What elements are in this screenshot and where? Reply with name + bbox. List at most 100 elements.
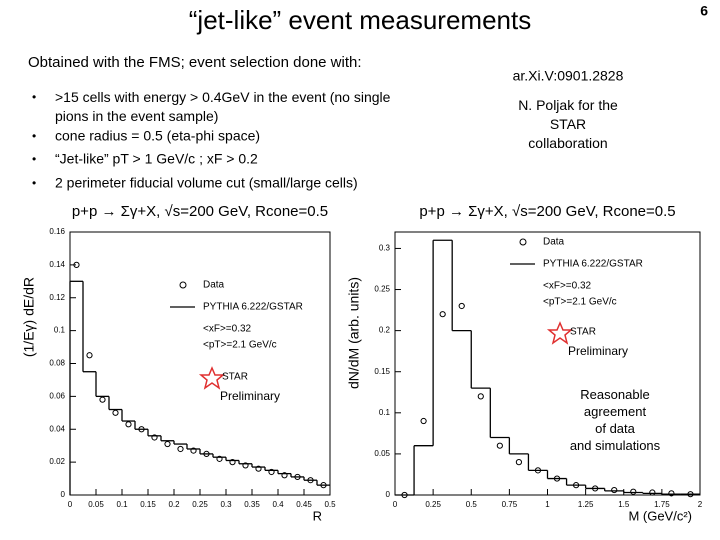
legend-swatch (179, 281, 187, 289)
x-axis-label: M (GeV/c²) (628, 508, 692, 523)
x-tick-label: 1.75 (654, 500, 670, 509)
data-point (496, 442, 503, 449)
chart-title: p+p → Σγ+X, √s=200 GeV, Rcone=0.5 (419, 203, 675, 220)
data-point (281, 472, 288, 479)
data-point (458, 302, 465, 310)
chart-title: p+p → Σγ+X, √s=200 GeV, Rcone=0.5 (72, 203, 328, 220)
x-tick-label: 1.25 (578, 500, 594, 509)
y-axis-label: (1/Eγ) dE/dR (21, 277, 37, 357)
y-tick-label: 0.02 (49, 457, 65, 466)
bullet-dot: • (32, 152, 36, 166)
plot-frame (394, 231, 701, 496)
y-tick-label: 0.25 (374, 285, 390, 294)
y-tick-label: 0.1 (54, 326, 66, 335)
bullet: 2 perimeter fiducial volume cut (small/l… (55, 175, 358, 191)
legend-note: <pT>=2.1 GeV/c (543, 297, 617, 308)
y-tick-label: 0.2 (379, 326, 391, 335)
x-tick-label: 0.05 (88, 500, 104, 509)
legend-label: PYTHIA 6.222/GSTAR (203, 302, 303, 313)
x-tick-label: 0.5 (324, 500, 336, 509)
stamp-preliminary: Preliminary (220, 389, 280, 403)
plot-frame (69, 231, 331, 496)
x-axis-label: R (313, 508, 322, 523)
data-point (630, 488, 637, 495)
y-tick-label: 0.08 (49, 359, 65, 368)
data-point (177, 445, 184, 453)
data-point (255, 465, 262, 472)
data-point (515, 459, 523, 466)
note: Reasonable agreement of data and simulation… (570, 387, 661, 453)
bullet: “Jet-like” pT > 1 GeV/c ; xF > 0.2 (55, 151, 258, 167)
page-number: 6 (700, 3, 708, 19)
bullet-dot: • (32, 90, 36, 104)
star-icon (198, 366, 226, 390)
y-tick-label: 0 (386, 490, 391, 499)
x-tick-label: 0.5 (466, 500, 478, 509)
legend-note: <xF>=0.32 (203, 324, 252, 335)
data-point (242, 462, 249, 469)
x-tick-label: 0 (393, 500, 398, 509)
x-tick-label: 0.25 (425, 500, 441, 509)
y-tick-label: 0.3 (379, 244, 391, 253)
legend-swatch (519, 238, 527, 246)
y-tick-label: 0.04 (49, 424, 65, 433)
legend-note: <pT>=2.1 GeV/c (203, 340, 277, 351)
data-point (99, 396, 106, 403)
x-tick-label: 0.3 (220, 500, 232, 509)
star-icon (546, 321, 574, 345)
y-tick-label: 0 (61, 490, 66, 499)
x-tick-label: 0.15 (140, 500, 156, 509)
author: N. Poljak for the STAR collaboration (518, 97, 618, 151)
data-point (649, 489, 656, 496)
data-point (216, 455, 223, 462)
x-tick-label: 1 (545, 500, 550, 509)
x-tick-label: 0.1 (116, 500, 128, 509)
bullet: cone radius = 0.5 (eta-phi space) (55, 128, 260, 144)
data-point (112, 409, 119, 416)
y-tick-label: 0.15 (374, 367, 390, 376)
data-point (125, 421, 132, 428)
stamp-preliminary: Preliminary (568, 344, 628, 358)
stamp-star: STAR (222, 372, 248, 383)
y-tick-label: 0.06 (49, 391, 65, 400)
slide-title: “jet-like” event measurements (189, 5, 531, 35)
data-point (190, 447, 197, 454)
x-tick-label: 1.5 (618, 500, 630, 509)
data-point (477, 393, 484, 400)
data-point (420, 417, 427, 425)
reference: ar.Xi.V:0901.2828 (513, 68, 624, 84)
data-point (151, 434, 158, 441)
data-point (439, 311, 446, 318)
bullet: >15 cells with energy > 0.4GeV in the ev… (55, 89, 394, 124)
bullet-dot: • (32, 176, 36, 190)
x-tick-label: 0 (68, 500, 73, 509)
x-tick-label: 0.2 (168, 500, 180, 509)
legend-label: PYTHIA 6.222/GSTAR (543, 259, 643, 270)
bullet-dot: • (32, 129, 36, 143)
y-tick-label: 0.14 (49, 260, 65, 269)
x-tick-label: 0.25 (192, 500, 208, 509)
y-tick-label: 0.1 (379, 408, 391, 417)
x-tick-label: 0.75 (502, 500, 518, 509)
data-point (668, 490, 675, 497)
x-tick-label: 0.45 (296, 500, 312, 509)
legend-label: Data (543, 237, 565, 248)
data-point (229, 459, 236, 466)
x-tick-label: 0.35 (244, 500, 260, 509)
legend-note: <xF>=0.32 (543, 281, 592, 292)
x-tick-label: 0.4 (272, 500, 284, 509)
y-axis-label: dN/dM (arb. units) (346, 277, 362, 389)
legend-label: Data (203, 280, 225, 291)
data-point (611, 486, 618, 494)
y-tick-label: 0.12 (49, 293, 65, 302)
data-point (268, 468, 275, 476)
data-point (86, 352, 93, 359)
data-point (164, 440, 171, 448)
x-tick-label: 2 (698, 500, 703, 509)
stamp-star: STAR (570, 327, 596, 338)
y-tick-label: 0.05 (374, 449, 390, 458)
intro: Obtained with the FMS; event selection d… (28, 54, 362, 71)
y-tick-label: 0.16 (49, 227, 65, 236)
data-point (73, 261, 80, 268)
